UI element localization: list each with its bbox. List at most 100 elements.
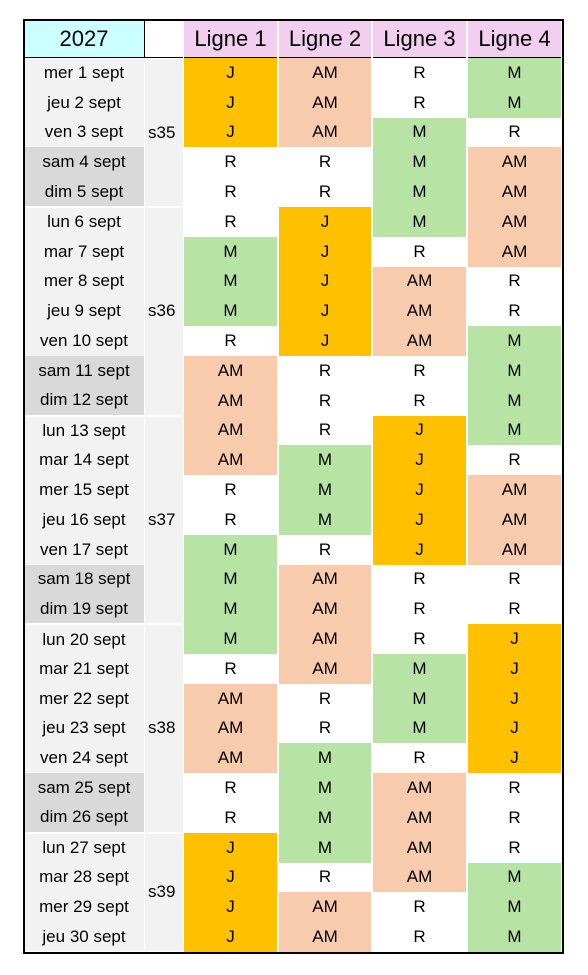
week-label: s36 — [145, 208, 183, 415]
date-cell: mar 14 sept — [24, 445, 144, 476]
shift-cell: J — [184, 832, 277, 863]
date-cell: jeu 2 sept — [24, 87, 144, 118]
shift-cell: J — [373, 505, 466, 535]
shift-cell: R — [279, 683, 371, 714]
shift-cell: M — [373, 683, 466, 714]
shift-cell: AM — [373, 326, 466, 356]
shift-cell: R — [279, 415, 371, 446]
shift-cell: M — [279, 832, 371, 863]
shift-cell: J — [468, 624, 561, 654]
shift-cell: J — [468, 743, 561, 774]
date-cell: dim 5 sept — [24, 177, 144, 206]
shift-cell: J — [468, 713, 561, 744]
shift-cell: AM — [279, 624, 371, 654]
shift-cell: R — [184, 654, 277, 684]
date-cell: mar 7 sept — [24, 236, 144, 267]
date-cell: sam 25 sept — [24, 773, 144, 803]
date-cell: ven 10 sept — [24, 326, 144, 356]
shift-cell: AM — [279, 594, 371, 625]
shift-cell: AM — [184, 743, 277, 774]
year-header: 2027 — [24, 20, 145, 58]
shift-cell: R — [373, 58, 466, 88]
date-cell: lun 20 sept — [24, 625, 144, 654]
date-cell: jeu 23 sept — [24, 713, 144, 744]
shift-cell: M — [468, 922, 561, 952]
shift-cell: AM — [279, 87, 371, 118]
shift-cell: AM — [279, 564, 371, 595]
week-label: s39 — [145, 833, 183, 951]
shift-cell: R — [279, 356, 371, 386]
shift-cell: J — [279, 266, 371, 297]
shift-cell: M — [184, 236, 277, 267]
shift-cell: R — [373, 594, 466, 625]
shift-cell: R — [468, 564, 561, 595]
shift-cell: R — [373, 564, 466, 595]
shift-cell: M — [184, 296, 277, 327]
shift-cell: M — [279, 803, 371, 833]
shift-cell: J — [279, 236, 371, 267]
shift-cell: R — [373, 236, 466, 267]
shift-cell: R — [468, 117, 561, 148]
shift-cell: M — [184, 564, 277, 595]
shift-cell: AM — [468, 505, 561, 535]
date-cell: mar 21 sept — [24, 654, 144, 684]
date-cell: ven 24 sept — [24, 743, 144, 774]
shift-cell: R — [373, 743, 466, 774]
shift-cell: R — [373, 356, 466, 386]
shift-cell: AM — [468, 236, 561, 267]
shift-cell: AM — [373, 296, 466, 327]
date-cell: sam 4 sept — [24, 147, 144, 178]
shift-cell: M — [373, 654, 466, 684]
shift-cell: M — [184, 624, 277, 654]
shift-cell: M — [184, 266, 277, 297]
shift-cell: AM — [279, 654, 371, 684]
shift-cell: AM — [373, 832, 466, 863]
shift-cell: J — [373, 475, 466, 505]
shift-cell: AM — [373, 266, 466, 297]
shift-cell: R — [184, 147, 277, 178]
shift-cell: R — [184, 803, 277, 833]
shift-cell: R — [279, 177, 371, 207]
shift-cell: R — [373, 922, 466, 952]
shift-cell: AM — [468, 207, 561, 237]
date-cell: mer 1 sept — [24, 59, 144, 88]
shift-cell: AM — [279, 892, 371, 923]
line-header: Ligne 1 — [184, 20, 277, 58]
shift-cell: AM — [184, 415, 277, 446]
shift-cell: M — [373, 207, 466, 237]
date-cell: dim 19 sept — [24, 594, 144, 624]
line-header: Ligne 4 — [468, 20, 561, 58]
shift-cell: J — [184, 87, 277, 118]
shift-cell: R — [279, 534, 371, 565]
shift-cell: R — [184, 207, 277, 237]
shift-cell: R — [184, 773, 277, 803]
date-cell: sam 18 sept — [24, 564, 144, 595]
shift-cell: AM — [373, 773, 466, 803]
shift-cell: J — [373, 415, 466, 446]
shift-cell: AM — [468, 475, 561, 505]
date-cell: jeu 16 sept — [24, 505, 144, 535]
shift-cell: R — [468, 773, 561, 803]
shift-cell: M — [468, 87, 561, 118]
shift-cell: M — [279, 773, 371, 803]
shift-cell: AM — [468, 534, 561, 565]
shift-cell: J — [184, 922, 277, 952]
shift-cell: M — [468, 415, 561, 446]
shift-cell: AM — [373, 803, 466, 833]
shift-cell: AM — [279, 922, 371, 952]
shift-cell: AM — [468, 147, 561, 178]
shift-cell: R — [184, 505, 277, 535]
shift-cell: R — [373, 385, 466, 416]
shift-cell: AM — [184, 713, 277, 744]
shift-cell: AM — [468, 177, 561, 207]
shift-cell: R — [468, 832, 561, 863]
shift-cell: J — [279, 296, 371, 327]
header-blank — [145, 20, 183, 58]
shift-cell: AM — [184, 683, 277, 714]
shift-cell: J — [184, 892, 277, 923]
shift-cell: J — [279, 207, 371, 237]
shift-cell: J — [279, 326, 371, 356]
shift-cell: R — [184, 475, 277, 505]
date-cell: jeu 30 sept — [24, 922, 144, 951]
shift-cell: R — [373, 87, 466, 118]
